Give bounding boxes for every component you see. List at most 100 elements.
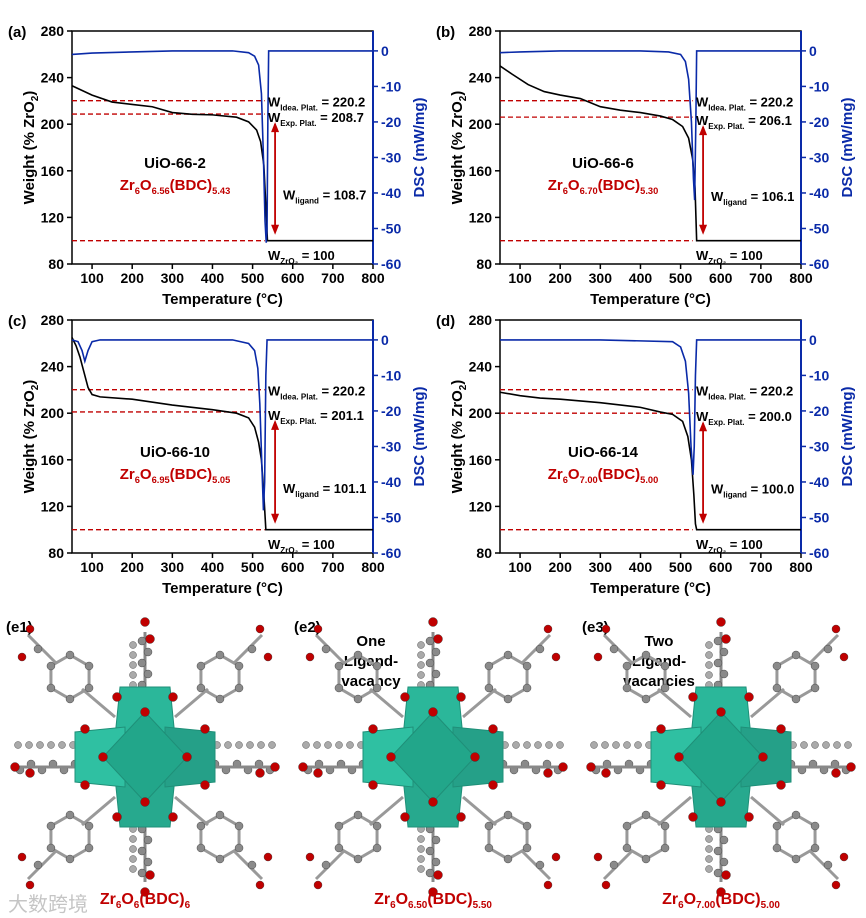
oxygen-atom (721, 634, 731, 644)
y-axis-label: Weight (% ZrO2) (21, 380, 41, 494)
y2-tick-label: -50 (381, 509, 401, 525)
carbon-atom (215, 854, 225, 864)
oxygen-atom (839, 852, 849, 862)
subscript: 5.50 (473, 900, 493, 911)
x-tick-label: 600 (709, 559, 733, 575)
text-part: Weight (% ZrO (449, 101, 466, 204)
carbon-atom (431, 647, 441, 657)
oxygen-atom (368, 724, 378, 734)
oxygen-atom (558, 762, 568, 772)
carbon-atom (143, 857, 153, 867)
carbon-atom (417, 865, 425, 873)
structure-e1: (e1) Zr6O6(BDC)6 (0, 612, 290, 918)
y-tick-label: 200 (41, 116, 65, 132)
y2-tick-label: -10 (809, 367, 829, 383)
subscript: 6.70 (580, 186, 598, 196)
carbon-atom (503, 650, 513, 660)
oxygen-atom (25, 768, 35, 778)
carbon-atom (246, 741, 254, 749)
plot-frame (499, 30, 802, 265)
y2-tick-label: -20 (809, 403, 829, 419)
bond (462, 687, 497, 719)
y2-tick-label: -60 (381, 545, 401, 561)
oxygen-atom (140, 887, 150, 897)
y-tick-label: 120 (41, 209, 65, 225)
subscript: 5.00 (761, 900, 781, 911)
carbon-atom (612, 741, 620, 749)
text-part: W (696, 537, 709, 552)
carbon-atom (129, 845, 137, 853)
carbon-atom (234, 683, 244, 693)
oxygen-atom (433, 870, 443, 880)
oxygen-atom (776, 724, 786, 734)
x-tick-label: 400 (629, 270, 653, 286)
oxygen-atom (846, 762, 856, 772)
carbon-atom (234, 661, 244, 671)
y2-tick-label: -30 (381, 149, 401, 165)
carbon-atom (417, 855, 425, 863)
subscript: 6 (185, 900, 191, 911)
oxygen-atom (744, 812, 754, 822)
text-part: = 100 (298, 248, 335, 263)
structure-formula: Zr6O6(BDC)6 (100, 891, 191, 911)
text-part: Zr (100, 891, 116, 908)
y-tick-label: 80 (476, 545, 492, 561)
subscript: Idea. Plat. (280, 104, 318, 113)
carbon-atom (247, 860, 257, 870)
carbon-atom (719, 857, 729, 867)
y-axis-label: Weight (% ZrO2) (449, 91, 469, 205)
carbon-atom (810, 821, 820, 831)
y2-tick-label: -40 (809, 474, 829, 490)
subscript: Exp. Plat. (280, 119, 316, 128)
oxygen-atom (456, 692, 466, 702)
panel-b: (b) 100 200 300 400 500 600 700 800 80 120 160 200 24… (428, 0, 860, 312)
oxygen-atom (716, 707, 726, 717)
x-tick-label: 300 (589, 559, 613, 575)
carbon-atom (535, 860, 545, 870)
carbon-atom (609, 860, 619, 870)
text-part: Zr (120, 177, 135, 194)
carbon-atom (143, 669, 153, 679)
subscript: Exp. Plat. (708, 122, 744, 131)
oxygen-atom (386, 752, 396, 762)
y-tick-label: 120 (469, 209, 493, 225)
carbon-atom (36, 741, 44, 749)
oxygen-atom (80, 724, 90, 734)
vacancy-note: One (356, 633, 385, 650)
carbon-atom (705, 845, 713, 853)
x-tick-label: 500 (669, 270, 693, 286)
y-tick-label: 240 (41, 359, 65, 375)
carbon-atom (372, 661, 382, 671)
carbon-atom (641, 854, 651, 864)
y2-tick-label: -10 (381, 78, 401, 94)
carbon-atom (705, 855, 713, 863)
carbon-atom (713, 868, 723, 878)
exp-plateau-label: WExp. Plat. = 200.0 (696, 409, 792, 427)
carbon-atom (772, 821, 782, 831)
text-part: = 220.2 (746, 384, 793, 399)
text-part: W (696, 384, 709, 399)
carbon-atom (215, 650, 225, 660)
oxygen-atom (601, 880, 611, 890)
oxygen-atom (168, 812, 178, 822)
carbon-atom (601, 741, 609, 749)
text-part: W (268, 248, 281, 263)
text-part: Zr (548, 177, 563, 194)
x-tick-label: 800 (789, 270, 813, 286)
y2-tick-label: -20 (381, 114, 401, 130)
zr-polyhedron (678, 711, 764, 803)
structure-label: (e2) (294, 619, 321, 636)
y2-tick-label: -40 (381, 474, 401, 490)
carbon-atom (431, 857, 441, 867)
text-part: ) (449, 91, 466, 96)
subscript: 6 (135, 475, 140, 485)
carbon-atom (417, 661, 425, 669)
carbon-atom (33, 644, 43, 654)
panel-d: (d) 100 200 300 400 500 600 700 800 80 120 160 200 24… (428, 289, 860, 601)
carbon-atom (353, 694, 363, 704)
carbon-atom (660, 683, 670, 693)
chart-c: (c) 100 200 300 400 500 600 700 800 80 120 160 200 24… (8, 312, 428, 597)
carbon-atom (800, 741, 808, 749)
text-part: O (140, 466, 152, 483)
oxygen-atom (305, 652, 315, 662)
